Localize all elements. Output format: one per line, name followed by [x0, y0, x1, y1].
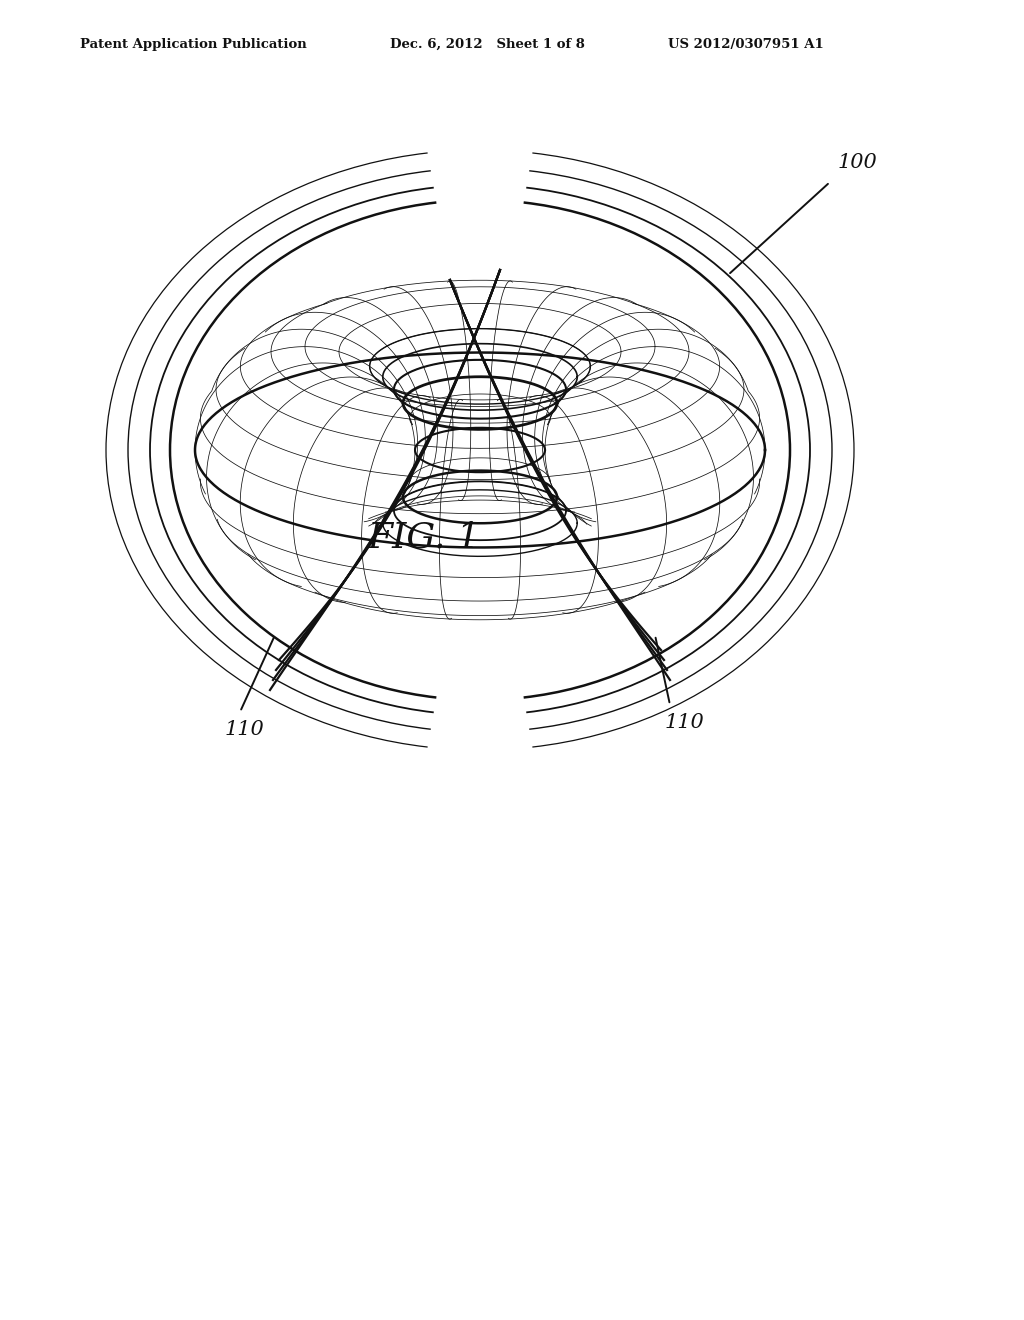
Text: Dec. 6, 2012   Sheet 1 of 8: Dec. 6, 2012 Sheet 1 of 8	[390, 38, 585, 51]
Text: Patent Application Publication: Patent Application Publication	[80, 38, 307, 51]
Text: 100: 100	[838, 153, 878, 172]
Text: 110: 110	[225, 719, 265, 739]
Text: US 2012/0307951 A1: US 2012/0307951 A1	[668, 38, 823, 51]
Text: 110: 110	[665, 713, 705, 733]
Text: FIG. 1: FIG. 1	[368, 520, 481, 554]
